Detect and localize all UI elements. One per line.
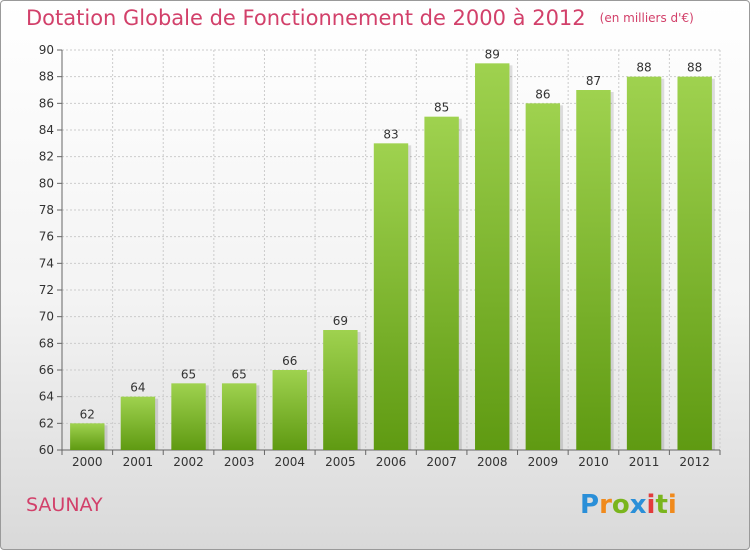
y-tick-label: 82 bbox=[39, 150, 54, 164]
y-tick-label: 88 bbox=[39, 70, 54, 84]
bar bbox=[120, 396, 156, 450]
logo-letter: i bbox=[646, 490, 656, 520]
y-tick-label: 86 bbox=[39, 96, 54, 110]
x-tick-label: 2010 bbox=[578, 455, 609, 469]
bar bbox=[272, 370, 307, 450]
logo-letter: x bbox=[629, 490, 647, 520]
bar-value-label: 65 bbox=[232, 367, 247, 381]
y-tick-label: 68 bbox=[39, 336, 54, 350]
x-tick-label: 2012 bbox=[679, 455, 710, 469]
bar-value-label: 66 bbox=[282, 354, 297, 368]
x-tick-label: 2005 bbox=[325, 455, 356, 469]
bar bbox=[525, 103, 561, 450]
bar-value-label: 62 bbox=[80, 407, 95, 421]
proxiti-logo: Proxiti bbox=[580, 490, 677, 520]
logo-letter: i bbox=[667, 490, 677, 520]
bar bbox=[171, 383, 206, 450]
labels: 60 62 64 66 68 70 72 74 76 78 80 82 84 86 88 90 62 2000 64… bbox=[39, 43, 710, 469]
bars bbox=[70, 63, 715, 451]
logo-letter: t bbox=[655, 490, 668, 520]
x-tick-label: 2009 bbox=[528, 455, 559, 469]
bar-value-label: 88 bbox=[636, 61, 651, 75]
bar-value-label: 65 bbox=[181, 367, 196, 381]
chart-title: Dotation Globale de Fonctionnement de 20… bbox=[26, 6, 586, 30]
y-tick-label: 80 bbox=[39, 176, 54, 190]
x-tick-label: 2004 bbox=[274, 455, 305, 469]
logo-letter: r bbox=[599, 490, 612, 520]
y-tick-label: 62 bbox=[39, 416, 54, 430]
y-tick-label: 74 bbox=[39, 256, 54, 270]
logo-letter: P bbox=[580, 490, 600, 520]
place-name: SAUNAY bbox=[26, 494, 103, 516]
bar-value-label: 64 bbox=[130, 381, 145, 395]
bar bbox=[677, 76, 712, 451]
bar-value-label: 89 bbox=[485, 47, 500, 61]
x-tick-label: 2011 bbox=[629, 455, 660, 469]
bar bbox=[424, 116, 459, 451]
y-tick-label: 66 bbox=[39, 363, 54, 377]
y-tick-label: 72 bbox=[39, 283, 54, 297]
x-tick-label: 2007 bbox=[426, 455, 457, 469]
bar-value-label: 88 bbox=[687, 61, 702, 75]
y-tick-label: 60 bbox=[39, 443, 54, 457]
bar bbox=[70, 423, 105, 450]
x-tick-label: 2002 bbox=[173, 455, 204, 469]
y-tick-label: 90 bbox=[39, 43, 54, 57]
bar-value-label: 85 bbox=[434, 101, 449, 115]
y-tick-label: 76 bbox=[39, 230, 54, 244]
y-tick-label: 78 bbox=[39, 203, 54, 217]
bar-value-label: 69 bbox=[333, 314, 348, 328]
y-tick-label: 84 bbox=[39, 123, 54, 137]
x-tick-label: 2001 bbox=[123, 455, 154, 469]
x-tick-label: 2000 bbox=[72, 455, 103, 469]
bar-value-label: 83 bbox=[383, 127, 398, 141]
bar-value-label: 86 bbox=[535, 87, 550, 101]
x-tick-label: 2008 bbox=[477, 455, 508, 469]
y-tick-label: 64 bbox=[39, 390, 54, 404]
bar bbox=[323, 330, 358, 450]
x-tick-label: 2006 bbox=[376, 455, 407, 469]
bar bbox=[221, 383, 257, 450]
bar bbox=[576, 90, 611, 450]
bar bbox=[373, 143, 409, 451]
bar bbox=[626, 76, 662, 451]
logo-letter: o bbox=[611, 490, 630, 520]
y-tick-label: 70 bbox=[39, 310, 54, 324]
x-tick-label: 2003 bbox=[224, 455, 255, 469]
unit-note: (en milliers d'€) bbox=[599, 11, 694, 25]
title-block: Dotation Globale de Fonctionnement de 20… bbox=[26, 6, 694, 30]
bar-value-label: 87 bbox=[586, 74, 601, 88]
bar bbox=[475, 63, 510, 450]
